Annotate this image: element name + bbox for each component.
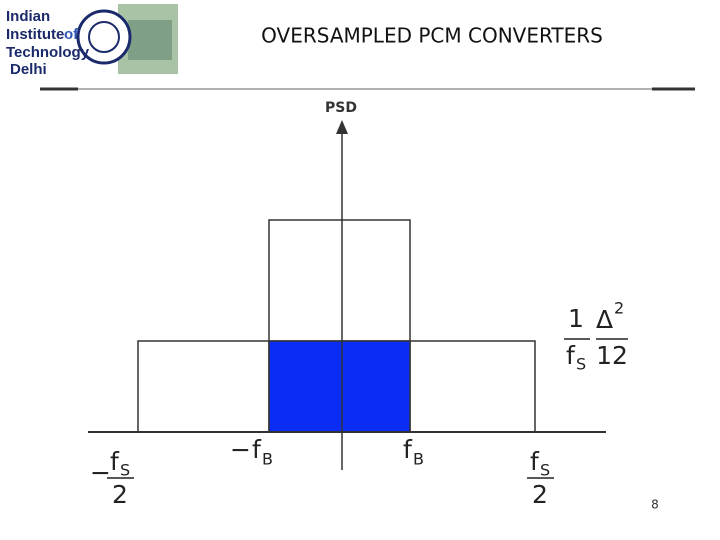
logo-text: Indian	[6, 8, 50, 25]
label-sub: S	[540, 461, 550, 480]
logo-text: of	[64, 26, 79, 43]
logo-text: Technology	[6, 44, 90, 61]
label-den: 2	[532, 480, 548, 509]
label-f: f	[530, 447, 540, 476]
logo-text: Institute	[6, 26, 64, 43]
level-num: 1	[568, 304, 584, 333]
label-sub: S	[120, 461, 130, 480]
in-band-noise	[268, 340, 411, 433]
level-sub: S	[576, 355, 586, 374]
axis-arrow	[336, 120, 348, 134]
label-den: 2	[112, 480, 128, 509]
level-den: f	[566, 341, 576, 370]
label-sign: −	[90, 458, 111, 487]
level-sup: 2	[614, 299, 624, 318]
level-den: 12	[596, 341, 628, 370]
axis-label: PSD	[325, 100, 357, 116]
logo-emblem	[76, 9, 132, 65]
page-number: 8	[651, 498, 659, 512]
label-f: f	[403, 435, 413, 464]
slide-title: OVERSAMPLED PCM CONVERTERS	[261, 24, 603, 48]
logo: Indian Institute of Technology Delhi	[6, 4, 178, 78]
label-sub: B	[413, 450, 424, 469]
logo-photo-building	[128, 20, 172, 60]
label-sub: B	[262, 450, 273, 469]
label-f: f	[110, 447, 120, 476]
level-num: Δ	[596, 305, 613, 334]
label-sign: −	[230, 435, 251, 464]
logo-text: Delhi	[10, 61, 47, 78]
logo-emblem-inner	[88, 21, 120, 53]
label-f: f	[252, 435, 262, 464]
